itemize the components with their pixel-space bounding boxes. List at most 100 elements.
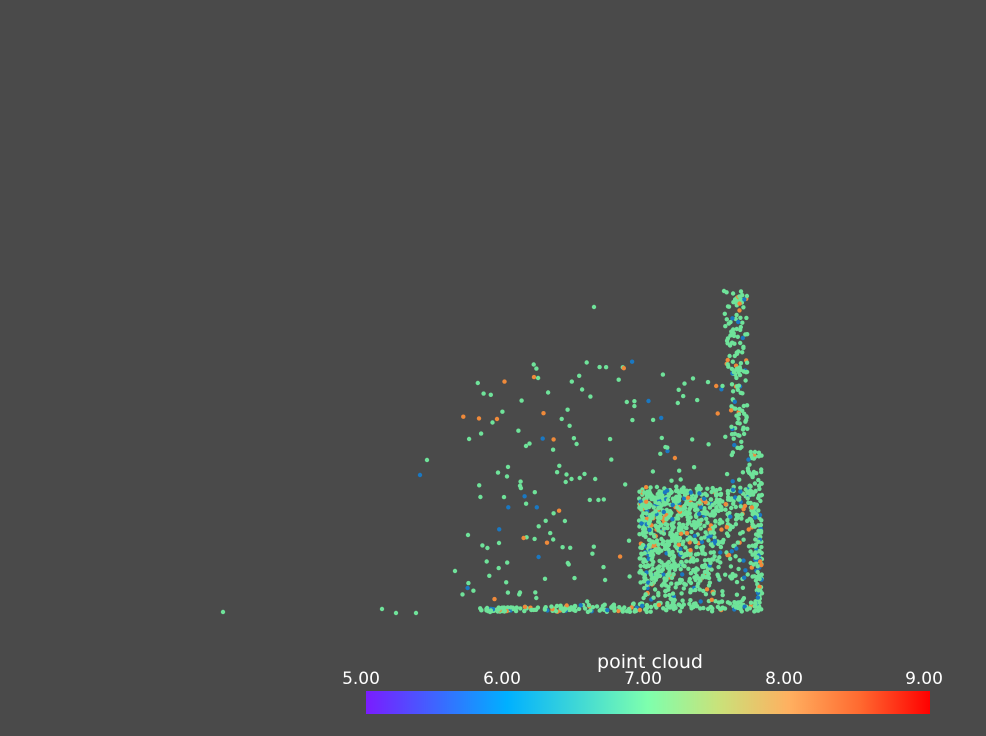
point xyxy=(617,605,622,610)
point xyxy=(702,523,707,529)
point xyxy=(719,387,724,392)
point xyxy=(736,433,741,438)
point xyxy=(679,489,685,495)
point xyxy=(644,499,649,504)
point xyxy=(531,374,537,380)
point xyxy=(725,491,731,496)
point xyxy=(655,570,661,575)
point xyxy=(689,557,695,562)
point xyxy=(734,312,739,318)
point xyxy=(730,316,735,321)
point xyxy=(591,304,597,310)
point xyxy=(533,590,538,595)
point xyxy=(652,587,658,592)
point xyxy=(731,436,736,441)
point xyxy=(698,606,703,611)
point xyxy=(755,574,760,580)
point xyxy=(712,524,718,529)
point xyxy=(728,408,734,413)
point xyxy=(727,510,732,516)
point xyxy=(666,547,671,552)
point xyxy=(679,591,684,596)
point xyxy=(688,490,694,495)
point xyxy=(665,564,670,569)
point xyxy=(700,551,705,556)
point xyxy=(554,470,560,475)
point xyxy=(756,477,761,483)
point xyxy=(669,478,674,483)
point xyxy=(661,531,667,536)
point xyxy=(757,486,762,492)
point xyxy=(695,551,701,557)
point xyxy=(521,535,526,541)
point xyxy=(734,366,740,371)
point xyxy=(624,399,629,405)
point xyxy=(662,490,668,495)
point xyxy=(736,566,741,572)
point xyxy=(739,609,744,614)
point xyxy=(728,319,733,325)
point xyxy=(220,609,226,615)
point xyxy=(709,597,714,602)
colorbar-title: point cloud xyxy=(597,651,703,673)
point xyxy=(740,335,745,341)
point xyxy=(701,510,706,516)
point xyxy=(657,573,663,579)
point xyxy=(716,600,722,605)
point xyxy=(661,526,667,531)
point xyxy=(692,537,698,543)
point xyxy=(650,417,656,423)
point xyxy=(698,599,703,604)
point xyxy=(665,525,670,531)
point xyxy=(714,505,719,510)
point xyxy=(630,417,635,423)
point xyxy=(672,603,677,608)
point xyxy=(720,605,725,610)
point xyxy=(744,315,749,321)
point xyxy=(711,550,716,555)
point xyxy=(679,525,684,530)
point xyxy=(652,603,658,608)
point xyxy=(746,527,751,532)
point xyxy=(731,331,736,336)
point xyxy=(725,362,730,367)
point xyxy=(756,450,762,455)
point xyxy=(591,544,596,549)
point xyxy=(683,525,688,531)
point xyxy=(681,563,686,568)
point xyxy=(677,507,683,512)
point xyxy=(735,515,740,521)
point xyxy=(565,407,570,412)
point xyxy=(752,515,758,520)
point xyxy=(647,491,653,496)
point xyxy=(711,591,716,596)
point xyxy=(756,508,761,513)
point xyxy=(571,436,577,441)
point xyxy=(588,608,593,613)
point xyxy=(727,527,733,532)
point xyxy=(660,372,666,377)
point xyxy=(740,585,746,590)
point xyxy=(677,609,683,614)
point xyxy=(733,554,738,559)
point xyxy=(689,501,695,507)
point xyxy=(559,416,564,422)
point xyxy=(585,599,590,604)
point xyxy=(720,383,725,389)
point xyxy=(758,522,764,528)
point xyxy=(730,487,736,492)
point xyxy=(744,414,749,419)
point xyxy=(586,603,592,608)
point xyxy=(741,431,747,437)
point xyxy=(678,546,683,552)
point xyxy=(729,424,734,429)
point xyxy=(648,502,653,508)
point xyxy=(652,534,657,539)
point xyxy=(738,489,743,494)
point xyxy=(533,607,539,612)
point xyxy=(748,560,753,566)
point xyxy=(748,449,753,455)
point xyxy=(680,572,685,577)
